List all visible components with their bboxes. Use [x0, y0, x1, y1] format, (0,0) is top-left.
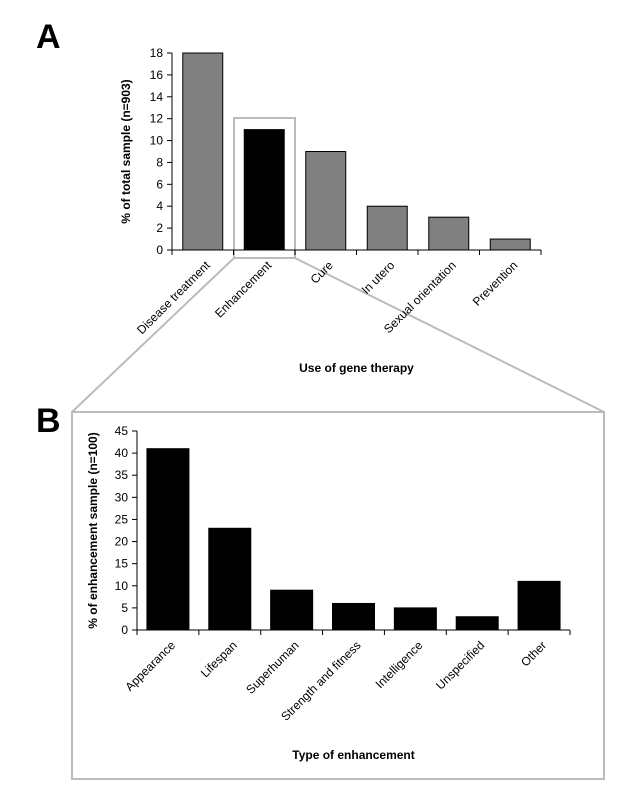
- y-tick-label: 18: [150, 46, 164, 60]
- y-tick-label: 6: [156, 177, 163, 191]
- bar: [208, 527, 252, 631]
- zoom-box: [71, 411, 605, 780]
- x-tick-label: Disease treatment: [134, 258, 213, 337]
- y-tick-label: 0: [156, 243, 163, 257]
- panel-label: B: [36, 402, 61, 440]
- bar: [305, 151, 347, 251]
- y-tick-label: 14: [150, 90, 164, 104]
- y-tick-label: 20: [115, 535, 129, 549]
- zoom-line: [71, 257, 235, 413]
- y-tick-label: 40: [115, 446, 129, 460]
- y-tick-label: 10: [150, 134, 164, 148]
- bar: [146, 448, 190, 631]
- bar: [182, 52, 224, 251]
- y-tick-label: 16: [150, 68, 164, 82]
- highlight-box: [233, 117, 296, 259]
- y-tick-label: 8: [156, 155, 163, 169]
- panel-label: A: [36, 18, 61, 56]
- bar: [455, 616, 499, 631]
- y-tick-label: 15: [115, 557, 129, 571]
- bar: [489, 238, 531, 251]
- x-tick-label: Unspecified: [433, 638, 487, 692]
- x-tick-label: Appearance: [122, 638, 178, 694]
- y-tick-label: 5: [121, 601, 128, 615]
- y-tick-label: 12: [150, 112, 164, 126]
- bar: [332, 602, 375, 631]
- zoom-line: [294, 257, 605, 413]
- x-tick-label: Enhancement: [212, 258, 275, 321]
- bar: [393, 607, 437, 631]
- bar: [243, 129, 285, 251]
- y-tick-label: 4: [156, 199, 163, 213]
- bar: [517, 580, 561, 631]
- bar: [366, 205, 408, 251]
- y-tick-label: 25: [115, 512, 129, 526]
- x-axis-label: Use of gene therapy: [299, 361, 414, 375]
- x-tick-label: Superhuman: [243, 638, 301, 696]
- x-tick-label: Cure: [308, 258, 337, 287]
- y-tick-label: 45: [115, 424, 129, 438]
- x-tick-label: Lifespan: [198, 638, 240, 680]
- x-axis-label: Type of enhancement: [292, 748, 414, 762]
- x-tick-label: In utero: [359, 258, 398, 297]
- y-tick-label: 10: [115, 579, 129, 593]
- y-tick-label: 30: [115, 490, 129, 504]
- y-tick-label: 0: [121, 623, 128, 637]
- y-tick-label: 2: [156, 221, 163, 235]
- y-axis-label: % of total sample (n=903): [119, 79, 133, 223]
- x-tick-label: Intelligence: [373, 638, 426, 691]
- y-axis-label: % of enhancement sample (n=100): [86, 432, 100, 628]
- x-tick-label: Other: [518, 638, 549, 669]
- y-tick-label: 35: [115, 468, 129, 482]
- bar: [270, 589, 314, 631]
- x-tick-label: Prevention: [470, 258, 520, 308]
- bar: [428, 216, 470, 251]
